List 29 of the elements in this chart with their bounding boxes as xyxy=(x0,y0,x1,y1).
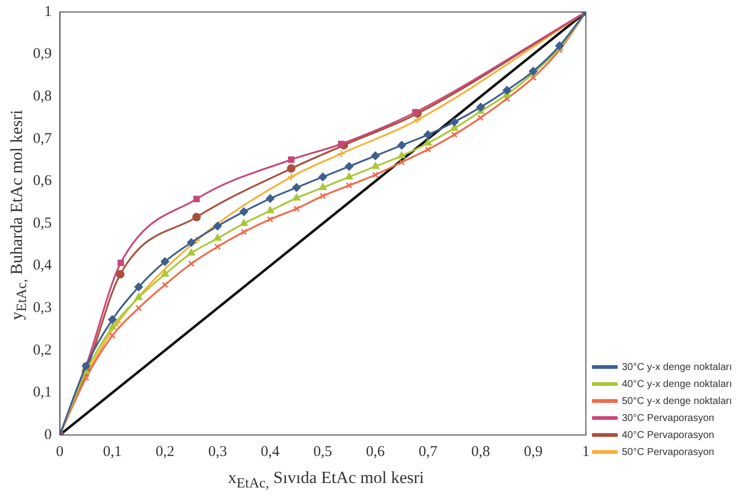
x-tick-label: 1 xyxy=(582,444,590,460)
legend-label: 40°C y-x denge noktaları xyxy=(622,378,732,390)
x-tick-label: 0,2 xyxy=(156,444,174,460)
legend-label: 50°C Pervaporasyon xyxy=(622,446,714,458)
y-tick-label: 0,1 xyxy=(33,384,52,401)
x-tick-label: 0,9 xyxy=(524,444,543,460)
y-tick-label: 0,4 xyxy=(33,258,52,274)
y-tick-label: 0,9 xyxy=(33,46,52,62)
x-tick-label: 0,1 xyxy=(102,444,122,460)
y-tick-label: 0,8 xyxy=(33,88,52,105)
legend-label: 30°C Pervaporasyon xyxy=(622,412,714,424)
y-tick-label: 1 xyxy=(44,4,52,20)
x-tick-label: 0,8 xyxy=(471,444,490,460)
x-tick-label: 0,4 xyxy=(260,444,280,460)
y-tick-label: 0 xyxy=(44,426,52,443)
legend-label: 50°C y-x denge noktaları xyxy=(622,396,732,407)
y-tick-label: 0,7 xyxy=(33,130,52,147)
x-tick-label: 0 xyxy=(56,444,64,460)
x-tick-label: 0,6 xyxy=(366,444,386,460)
y-tick-label: 0,3 xyxy=(33,300,52,316)
x-tick-label: 0,7 xyxy=(418,444,438,460)
x-tick-label: 0,5 xyxy=(313,444,332,460)
y-tick-label: 0,5 xyxy=(33,215,52,232)
y-tick-label: 0,6 xyxy=(33,173,52,190)
x-tick-label: 0,3 xyxy=(208,444,227,460)
x-axis-title: x$_{EtAc,}$ Sıvıda EtAc mol kesri xyxy=(226,468,425,492)
legend-label: 40°C Pervaporasyon xyxy=(622,430,714,441)
y-tick-label: 0,2 xyxy=(33,342,52,358)
legend-label: 30°C y-x denge noktaları xyxy=(622,362,732,373)
